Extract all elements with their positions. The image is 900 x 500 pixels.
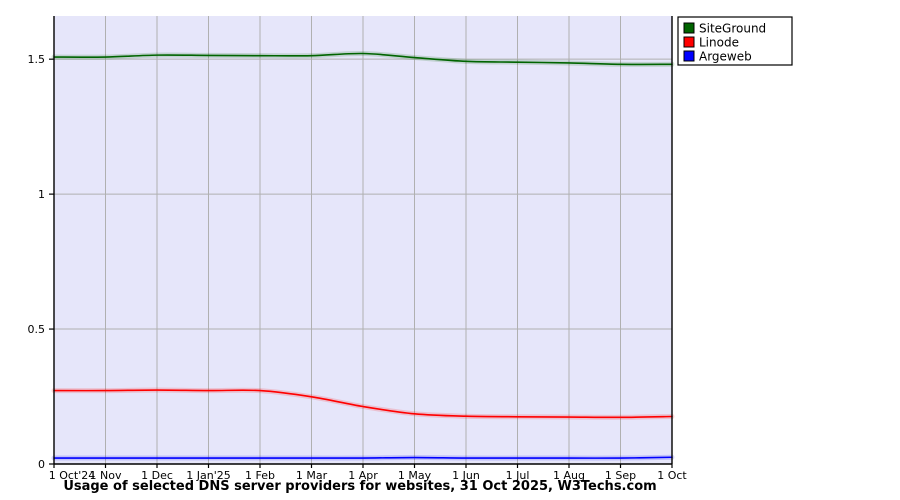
legend-label-siteground: SiteGround xyxy=(699,22,766,36)
data-series-group xyxy=(51,50,675,461)
chart-caption: Usage of selected DNS server providers f… xyxy=(63,479,656,494)
x-tick-label: 1 Jan'25 xyxy=(186,469,230,482)
x-tick-label: 1 Dec xyxy=(141,469,173,482)
legend-label-argeweb: Argeweb xyxy=(699,50,752,64)
legend-swatch-linode xyxy=(683,36,695,48)
x-tick-label: 1 Oct'24 xyxy=(49,469,96,482)
series-line-argeweb xyxy=(53,456,673,459)
y-tick-label: 0 xyxy=(38,458,45,471)
x-tick-label: 1 Apr xyxy=(348,469,378,482)
x-tick-label: 1 Jul xyxy=(506,469,530,482)
x-tick-label: 1 Aug xyxy=(553,469,585,482)
legend-swatch-argeweb xyxy=(683,50,695,62)
x-tick-label: 1 Mar xyxy=(296,469,328,482)
x-tick-label: 1 Oct xyxy=(657,469,687,482)
y-tick-label: 1 xyxy=(38,188,45,201)
y-tick-label: 0.5 xyxy=(28,323,46,336)
x-gridlines xyxy=(105,16,621,464)
series-line-linode xyxy=(53,389,673,419)
x-tick-label: 1 May xyxy=(398,469,432,482)
series-line-siteground xyxy=(53,52,673,66)
x-tick-label: 1 Sep xyxy=(605,469,636,482)
y-tick-label: 1.5 xyxy=(28,53,46,66)
x-tick-label: 1 Feb xyxy=(245,469,275,482)
legend-label-linode: Linode xyxy=(699,36,739,50)
x-axis-ticks: 1 Oct'241 Nov 1 Dec 1 Jan'25 1 Feb 1 Mar 1 Ap… xyxy=(49,464,687,482)
legend-swatch-siteground xyxy=(683,22,695,34)
legend-box xyxy=(677,16,793,66)
y-axis-ticks: 0 0.5 1 1.5 xyxy=(28,53,54,471)
x-tick-label: 1 Nov xyxy=(90,469,122,482)
x-tick-label: 1 Jun xyxy=(452,469,480,482)
